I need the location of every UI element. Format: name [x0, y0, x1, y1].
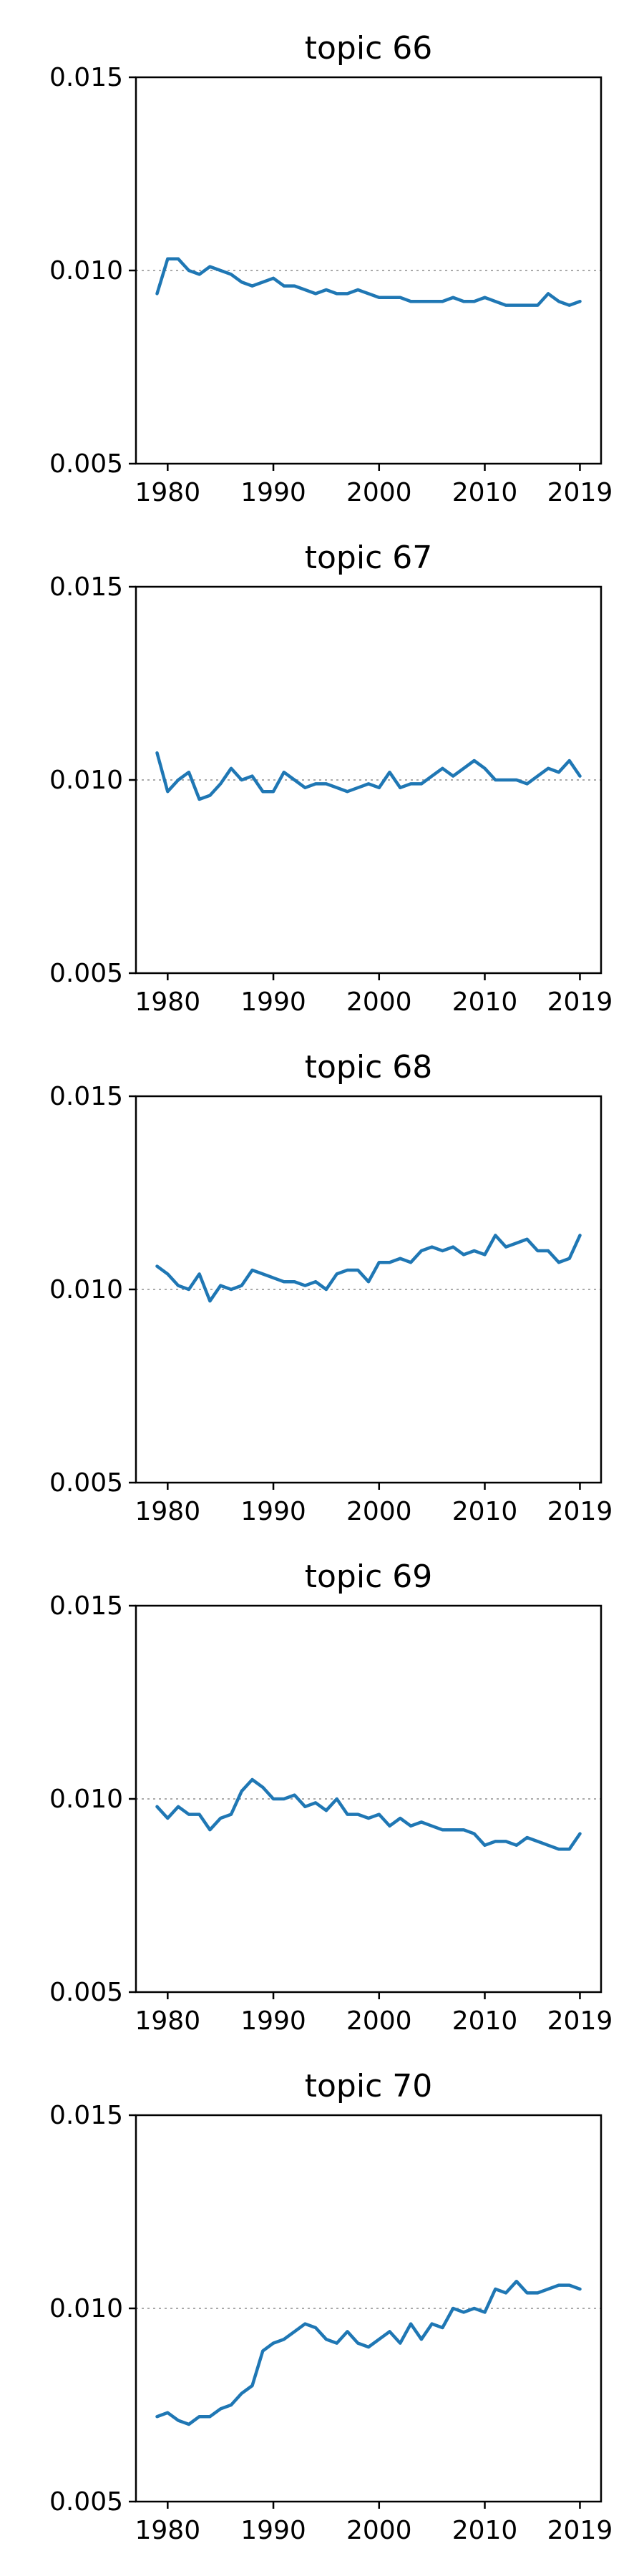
x-tick-label: 1990 [240, 2516, 306, 2545]
chart-panel-5: topic 70 0.005 0.010 0.015 1980 1990 2000 2010 2… [49, 2068, 613, 2545]
x-tick-label: 1980 [135, 478, 201, 507]
x-tick-label: 2010 [452, 2006, 518, 2036]
chart-title: topic 70 [305, 2068, 433, 2104]
x-tick-label: 2000 [346, 478, 412, 507]
x-tick-label: 2010 [452, 1497, 518, 1526]
x-tick-label: 1990 [240, 2006, 306, 2036]
x-tick-label: 2000 [346, 987, 412, 1017]
y-tick-label: 0.010 [49, 2294, 123, 2323]
x-tick-label: 2019 [547, 2006, 613, 2036]
series-line [155, 257, 582, 307]
x-tick-label: 2019 [547, 1497, 613, 1526]
y-tick-label: 0.005 [49, 449, 123, 479]
y-tick-label: 0.015 [49, 1082, 123, 1111]
x-tick-label: 2000 [346, 1497, 412, 1526]
y-tick-label: 0.005 [49, 1468, 123, 1498]
y-tick-label: 0.015 [49, 1591, 123, 1621]
x-tick-label: 2010 [452, 2516, 518, 2545]
x-tick-label: 1990 [240, 478, 306, 507]
x-tick-label: 2010 [452, 478, 518, 507]
x-tick-label: 1980 [135, 987, 201, 1017]
y-tick-label: 0.005 [49, 2487, 123, 2517]
y-tick-label: 0.010 [49, 766, 123, 795]
chart-panel-1: topic 66 0.005 0.010 0.015 1980 1990 2000 2010 2… [49, 30, 613, 507]
x-tick-label: 2000 [346, 2006, 412, 2036]
y-tick-label: 0.010 [49, 1275, 123, 1304]
y-tick-label: 0.015 [49, 63, 123, 92]
chart-panel-4: topic 69 0.005 0.010 0.015 1980 1990 2000 2010 2… [49, 1558, 613, 2036]
x-tick-label: 2019 [547, 987, 613, 1017]
chart-panel-2: topic 67 0.005 0.010 0.015 1980 1990 2000 2010 2… [49, 540, 613, 1017]
x-tick-label: 1990 [240, 987, 306, 1017]
x-tick-label: 2000 [346, 2516, 412, 2545]
chart-panel-3: topic 68 0.005 0.010 0.015 1980 1990 2000 2010 2… [49, 1049, 613, 1526]
y-tick-label: 0.010 [49, 256, 123, 286]
series-line [155, 2279, 582, 2426]
x-tick-label: 1990 [240, 1497, 306, 1526]
y-tick-label: 0.015 [49, 2101, 123, 2130]
x-tick-label: 1980 [135, 2006, 201, 2036]
x-tick-label: 1980 [135, 2516, 201, 2545]
chart-title: topic 67 [305, 540, 433, 576]
y-tick-label: 0.005 [49, 1978, 123, 2007]
series-line [155, 1234, 582, 1303]
y-tick-label: 0.015 [49, 572, 123, 602]
series-line [155, 751, 582, 801]
chart-title: topic 66 [305, 30, 433, 67]
y-tick-label: 0.010 [49, 1785, 123, 1814]
x-tick-label: 2010 [452, 987, 518, 1017]
chart-title: topic 68 [305, 1049, 433, 1085]
x-tick-label: 2019 [547, 478, 613, 507]
y-tick-label: 0.005 [49, 959, 123, 988]
series-line [155, 1777, 582, 1851]
x-tick-label: 1980 [135, 1497, 201, 1526]
x-tick-label: 2019 [547, 2516, 613, 2545]
chart-title: topic 69 [305, 1558, 433, 1595]
